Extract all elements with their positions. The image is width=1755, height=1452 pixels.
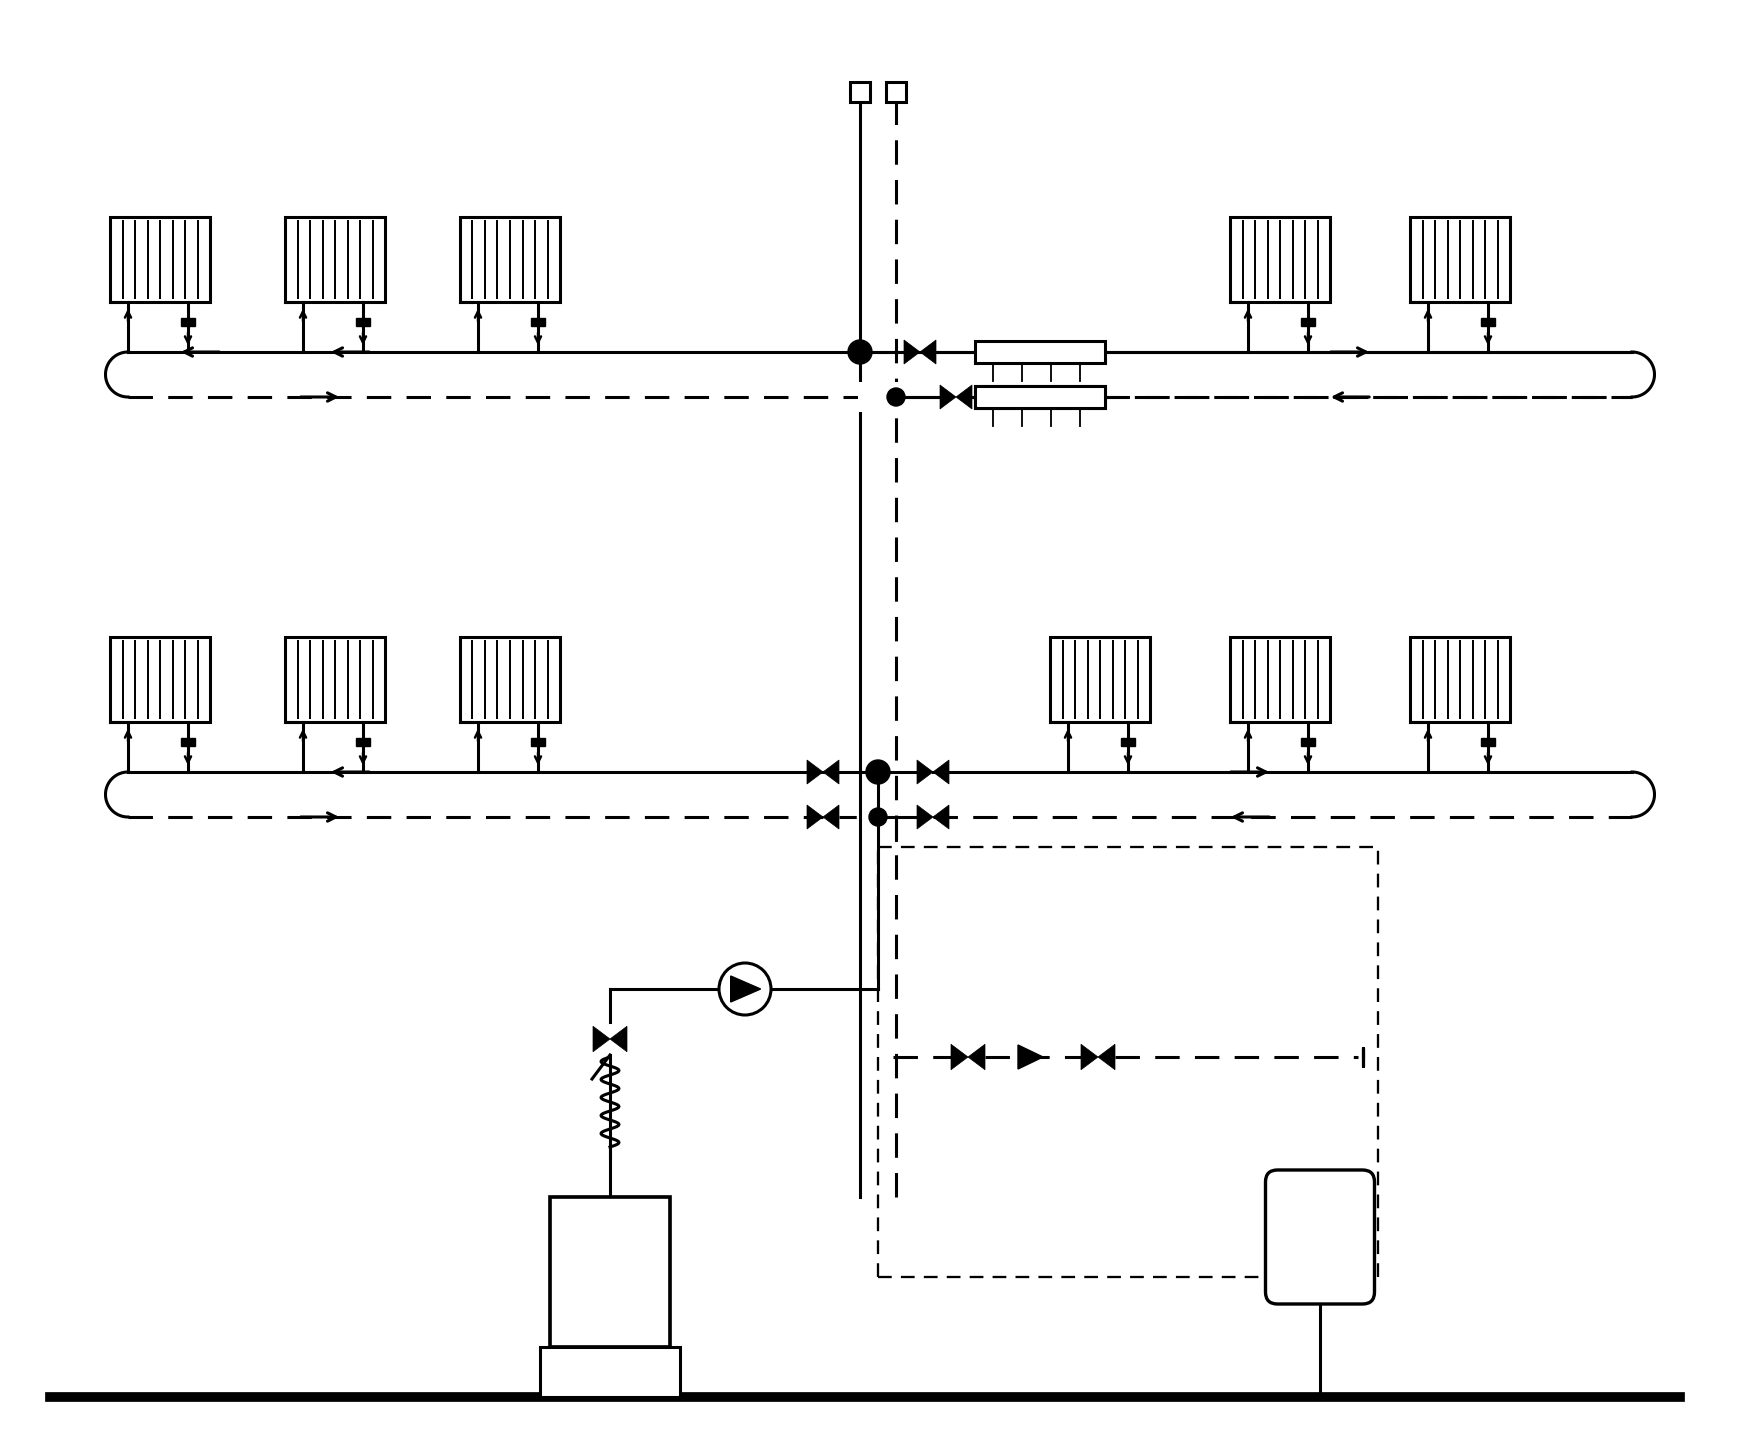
Bar bbox=[460, 637, 560, 722]
Bar bbox=[549, 1196, 670, 1347]
Bar bbox=[1228, 637, 1329, 722]
Polygon shape bbox=[823, 759, 839, 784]
Bar bbox=[858, 382, 1106, 412]
Bar bbox=[886, 81, 906, 102]
Bar bbox=[356, 738, 370, 746]
Polygon shape bbox=[920, 340, 935, 364]
Bar bbox=[974, 386, 1104, 408]
FancyBboxPatch shape bbox=[1265, 1170, 1374, 1304]
Polygon shape bbox=[1081, 1044, 1097, 1070]
Bar bbox=[181, 318, 195, 327]
Bar bbox=[1409, 216, 1509, 302]
Polygon shape bbox=[955, 385, 972, 409]
Bar bbox=[111, 637, 211, 722]
Polygon shape bbox=[916, 759, 932, 784]
Bar bbox=[530, 738, 544, 746]
Polygon shape bbox=[593, 1027, 609, 1051]
Polygon shape bbox=[939, 385, 955, 409]
Bar bbox=[1479, 738, 1494, 746]
Polygon shape bbox=[730, 976, 760, 1002]
Polygon shape bbox=[609, 1027, 627, 1051]
Bar bbox=[1120, 738, 1134, 746]
Bar bbox=[460, 216, 560, 302]
Polygon shape bbox=[967, 1044, 985, 1070]
Bar bbox=[541, 1347, 679, 1397]
Polygon shape bbox=[904, 340, 920, 364]
Circle shape bbox=[848, 340, 872, 364]
Polygon shape bbox=[1097, 1044, 1114, 1070]
Bar bbox=[356, 318, 370, 327]
Circle shape bbox=[865, 759, 890, 784]
Bar bbox=[284, 637, 384, 722]
Bar bbox=[181, 738, 195, 746]
Polygon shape bbox=[951, 1044, 967, 1070]
Bar bbox=[974, 386, 1104, 408]
Bar bbox=[1479, 318, 1494, 327]
Polygon shape bbox=[807, 804, 823, 829]
Polygon shape bbox=[932, 759, 948, 784]
Polygon shape bbox=[807, 759, 823, 784]
Polygon shape bbox=[932, 804, 948, 829]
Bar bbox=[974, 341, 1104, 363]
Bar bbox=[1049, 637, 1150, 722]
Polygon shape bbox=[823, 804, 839, 829]
Bar bbox=[1409, 637, 1509, 722]
Bar bbox=[284, 216, 384, 302]
Bar bbox=[1300, 318, 1314, 327]
Bar bbox=[1228, 216, 1329, 302]
Bar bbox=[849, 81, 869, 102]
Circle shape bbox=[869, 807, 886, 826]
Polygon shape bbox=[916, 804, 932, 829]
Circle shape bbox=[718, 963, 770, 1015]
Bar bbox=[111, 216, 211, 302]
Bar bbox=[1300, 738, 1314, 746]
Circle shape bbox=[886, 388, 904, 407]
Polygon shape bbox=[1018, 1045, 1042, 1069]
Bar bbox=[530, 318, 544, 327]
